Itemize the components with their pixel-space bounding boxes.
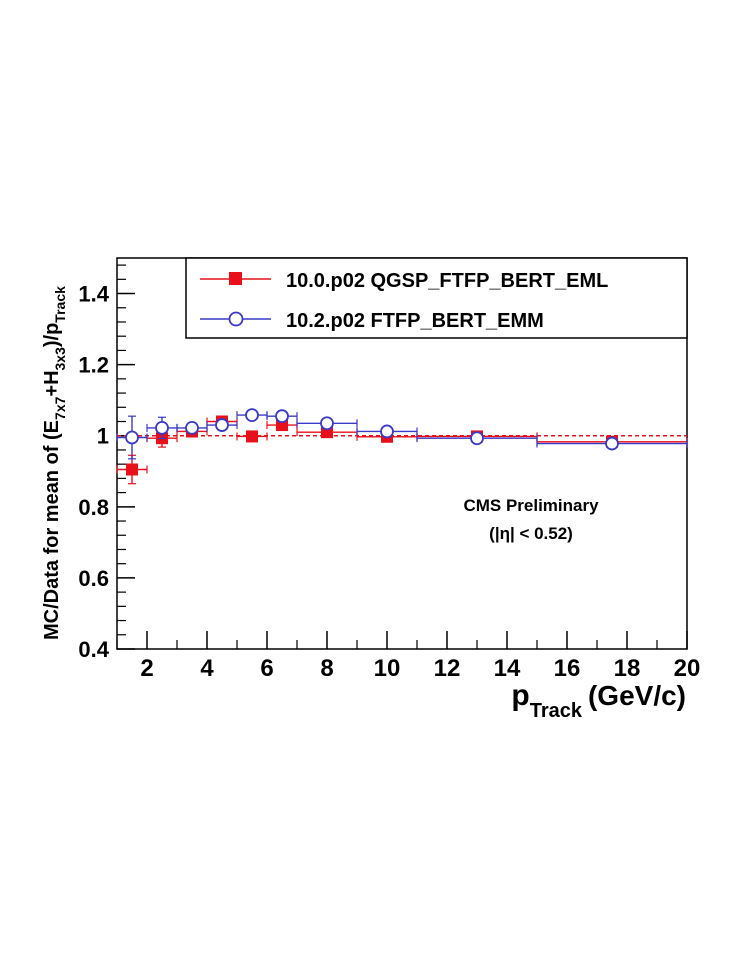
data-point-circle	[125, 430, 139, 445]
x-tick-label: 14	[494, 655, 521, 682]
y-tick-label: 0.4	[78, 637, 109, 662]
x-tick-label: 16	[554, 655, 581, 682]
x-tick-label: 4	[200, 655, 214, 682]
x-axis-label-main: p	[511, 679, 529, 712]
legend-label-series-2: 10.2.p02 FTFP_BERT_EMM	[286, 310, 544, 332]
x-tick-label: 10	[374, 655, 401, 682]
x-tick-label: 2	[140, 655, 153, 682]
data-point-circle	[470, 431, 484, 446]
data-point-circle	[245, 408, 259, 423]
x-axis-label-sub: Track	[530, 700, 583, 722]
data-point-square	[246, 430, 258, 443]
y-axis-label-sub3: Track	[52, 286, 68, 323]
y-axis-label-sub1: 7x7	[52, 396, 68, 420]
y-axis-label-part1: MC/Data for mean of (E	[41, 420, 63, 640]
series-layer	[116, 408, 688, 485]
y-tick-label: 0.8	[78, 495, 109, 520]
x-tick-label: 18	[614, 655, 641, 682]
data-point-circle	[605, 436, 619, 451]
data-point-circle	[215, 418, 229, 432]
data-point-circle	[275, 409, 289, 424]
y-tick-label: 1	[97, 424, 109, 449]
legend-marker-series-1	[229, 272, 242, 285]
x-axis-label-unit: (GeV/c)	[588, 680, 686, 711]
legend-label-series-1: 10.0.p02 QGSP_FTFP_BERT_EML	[286, 270, 608, 292]
data-point-circle	[320, 416, 334, 431]
legend: 10.0.p02 QGSP_FTFP_BERT_EML 10.2.p02 FTF…	[185, 257, 688, 339]
legend-box	[185, 257, 688, 339]
x-tick-label: 12	[434, 655, 461, 682]
y-axis-label-part3: )/p	[41, 323, 63, 347]
y-tick-label: 1.4	[78, 282, 109, 307]
series-1	[116, 415, 688, 485]
y-axis-label-part2: +H	[41, 370, 63, 396]
series-2	[116, 408, 688, 460]
x-tick-label: 20	[674, 655, 701, 682]
x-tick-label: 6	[260, 655, 273, 682]
data-point-circle	[185, 421, 199, 435]
y-axis-label: MC/Data for mean of (E7x7+H3x3)/pTrack	[41, 286, 68, 640]
y-axis-label-sub2: 3x3	[52, 347, 68, 371]
y-tick-label: 0.6	[78, 566, 109, 591]
legend-marker-series-2	[228, 311, 244, 327]
axis-ticks: 2 4 6 8 10 12 14 16 18 20 0.4 0.6 0.8 1 1.2 1.4	[78, 264, 701, 682]
x-tick-label: 8	[320, 655, 333, 682]
data-point-square	[126, 463, 138, 476]
annotation-cms-preliminary: CMS Preliminary	[463, 496, 599, 515]
x-axis-label: pTrack (GeV/c)	[511, 679, 686, 722]
y-tick-label: 1.2	[78, 353, 109, 378]
annotation-eta-range: (|η| < 0.52)	[489, 524, 573, 543]
data-point-circle	[155, 421, 169, 435]
data-point-circle	[380, 424, 394, 439]
